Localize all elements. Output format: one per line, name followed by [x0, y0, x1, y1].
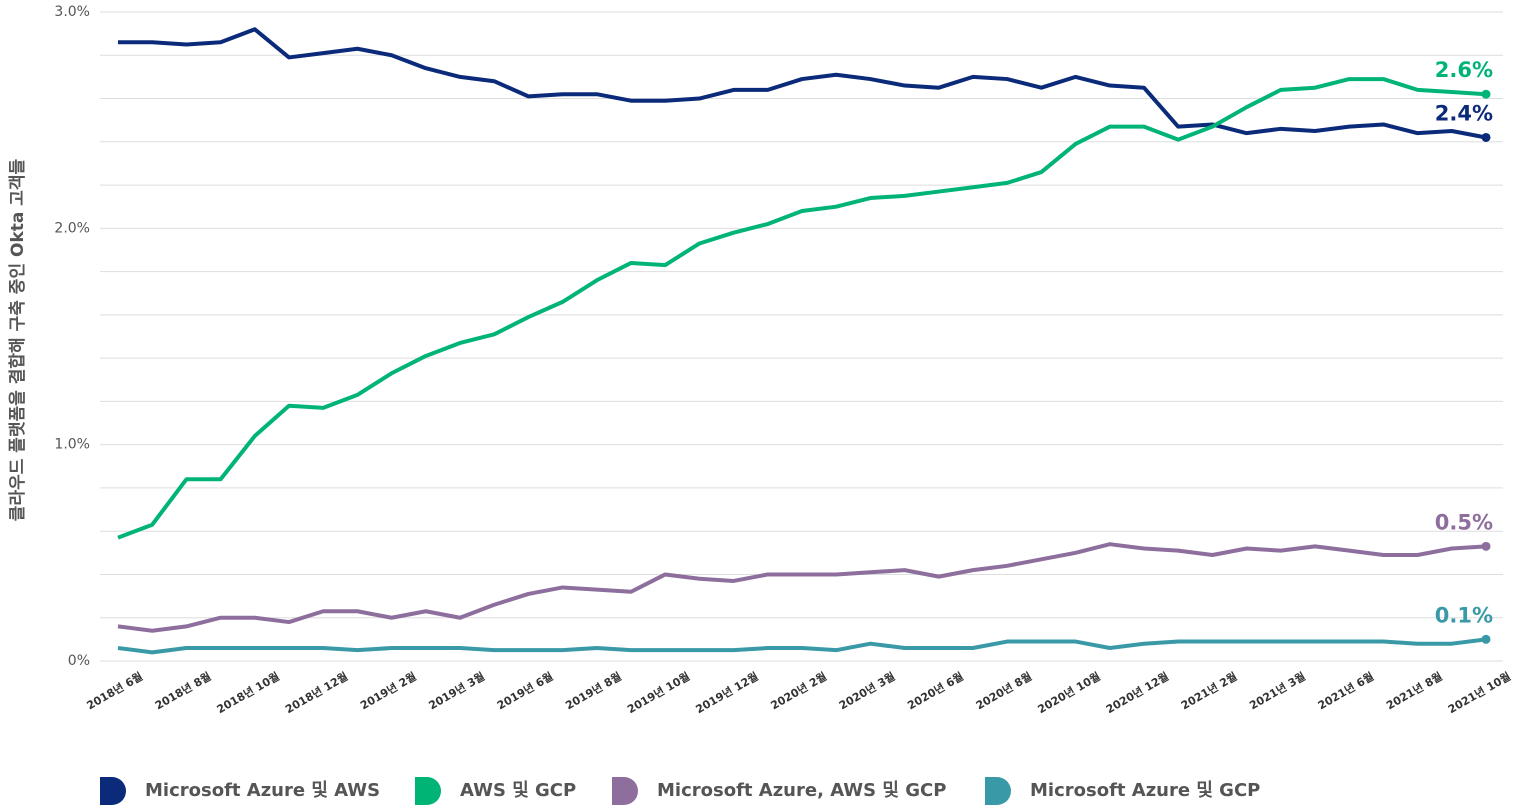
end-marker [1481, 634, 1491, 644]
x-tick-label: 2019년 2월 [358, 669, 419, 712]
end-marker [1481, 132, 1491, 142]
series-line [118, 27, 1487, 140]
end-label: 2.4% [1435, 101, 1493, 125]
legend-label: Microsoft Azure 및 GCP [1030, 780, 1260, 801]
x-tick-label: 2020년 10월 [1035, 669, 1103, 716]
series-line [117, 77, 1487, 540]
x-tick-label: 2018년 8월 [152, 669, 213, 712]
x-tick-label: 2019년 10월 [625, 669, 693, 716]
end-marker [1481, 89, 1491, 99]
x-tick-label: 2019년 8월 [563, 669, 624, 712]
series-line [117, 637, 1487, 655]
x-tick-label: 2020년 3월 [836, 669, 897, 712]
y-tick-label: 0% [68, 653, 90, 669]
x-tick-label: 2018년 10월 [214, 669, 282, 716]
x-tick-label: 2021년 10월 [1445, 669, 1513, 716]
x-tick-label: 2019년 6월 [494, 669, 555, 712]
x-tick-label: 2021년 6월 [1315, 669, 1376, 712]
x-tick-label: 2020년 6월 [905, 669, 966, 712]
legend-swatch [612, 777, 638, 805]
end-marker [1481, 541, 1491, 551]
y-axis-label: 클라우드 플랫폼을 결합해 구축 중인 Okta 고객들 [7, 158, 28, 521]
y-tick-label: 3.0% [54, 4, 90, 20]
legend-swatch [100, 777, 126, 805]
end-label: 0.5% [1435, 510, 1493, 534]
series-line [117, 542, 1487, 633]
x-tick-label: 2019년 12월 [693, 669, 761, 716]
x-tick-label: 2021년 2월 [1178, 669, 1239, 712]
x-tick-label: 2019년 3월 [426, 669, 487, 712]
x-tick-label: 2020년 8월 [973, 669, 1034, 712]
legend-swatch [985, 777, 1011, 805]
y-tick-label: 1.0% [54, 437, 90, 453]
legend-swatch [415, 777, 441, 805]
legend-label: Microsoft Azure 및 AWS [145, 780, 380, 801]
x-tick-label: 2018년 6월 [84, 669, 145, 712]
legend-label: AWS 및 GCP [460, 780, 576, 801]
x-tick-label: 2018년 12월 [283, 669, 351, 716]
x-tick-label: 2021년 8월 [1384, 669, 1445, 712]
y-tick-label: 2.0% [54, 220, 90, 236]
end-label: 0.1% [1435, 603, 1493, 627]
x-tick-label: 2021년 3월 [1247, 669, 1308, 712]
x-tick-label: 2020년 12월 [1103, 669, 1171, 716]
end-label: 2.6% [1435, 58, 1493, 82]
x-tick-label: 2020년 2월 [768, 669, 829, 712]
legend-label: Microsoft Azure, AWS 및 GCP [657, 780, 946, 801]
